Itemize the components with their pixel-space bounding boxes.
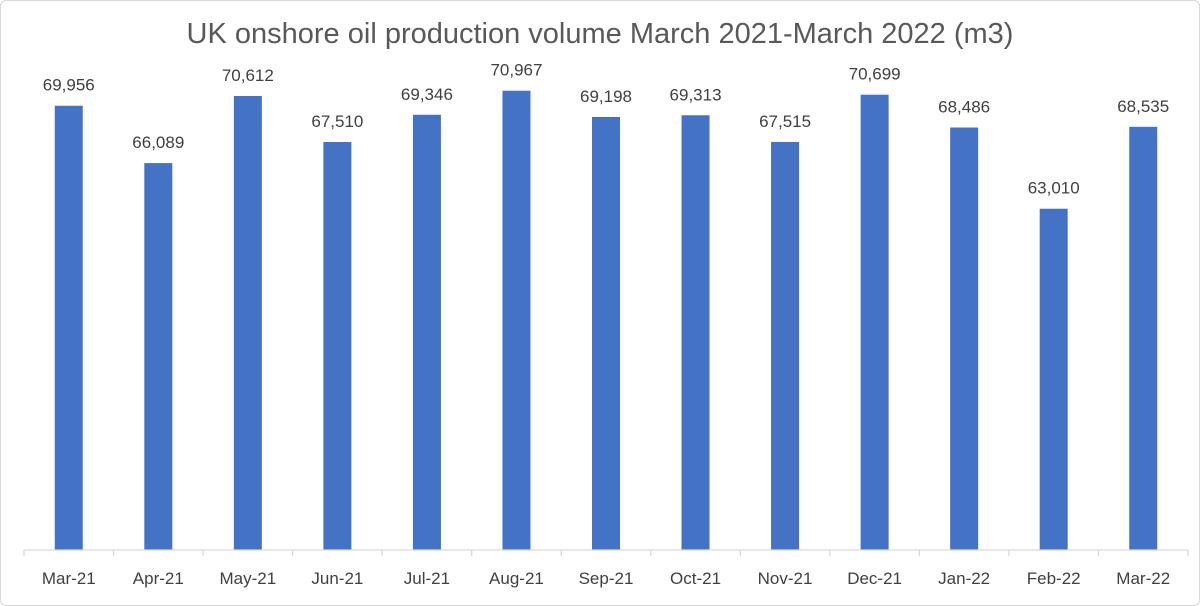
- data-label-dec-21: 70,699: [849, 65, 901, 84]
- data-label-feb-22: 63,010: [1028, 179, 1080, 198]
- x-tick-label-oct-21: Oct-21: [670, 569, 721, 588]
- data-label-oct-21: 69,313: [670, 85, 722, 104]
- bar-sep-21: [592, 116, 620, 551]
- bar-mar-22: [1129, 126, 1158, 550]
- x-tick-label-mar-21: Mar-21: [42, 569, 96, 588]
- data-label-jun-21: 67,510: [311, 112, 363, 131]
- bar-dec-21: [860, 94, 889, 551]
- x-axis: [23, 549, 1189, 556]
- x-tick-label-may-21: May-21: [220, 569, 277, 588]
- data-label-may-21: 70,612: [222, 66, 274, 85]
- x-tick-label-feb-22: Feb-22: [1027, 569, 1081, 588]
- data-label-sep-21: 69,198: [580, 87, 632, 106]
- data-label-mar-21: 69,956: [43, 76, 95, 95]
- bar-feb-22: [1039, 208, 1068, 550]
- bar-nov-21: [771, 141, 800, 550]
- bar-may-21: [233, 96, 262, 551]
- x-tick-label-dec-21: Dec-21: [847, 569, 902, 588]
- data-label-aug-21: 70,967: [490, 61, 542, 80]
- bars-group: [54, 90, 1158, 551]
- bar-mar-21: [54, 105, 83, 550]
- bar-aug-21: [502, 90, 531, 551]
- bar-jun-21: [323, 142, 352, 550]
- x-tick-label-jul-21: Jul-21: [404, 569, 450, 588]
- data-label-jul-21: 69,346: [401, 85, 453, 104]
- bar-jan-22: [950, 127, 979, 551]
- x-tick-label-sep-21: Sep-21: [579, 569, 634, 588]
- bar-apr-21: [144, 163, 173, 550]
- x-tick-label-jan-22: Jan-22: [938, 569, 990, 588]
- x-tick-label-jun-21: Jun-21: [311, 569, 363, 588]
- x-tick-labels-group: Mar-21 Apr-21 May-21 Jun-21 Jul-21 Aug-21 Sep-…: [42, 569, 1170, 588]
- data-label-mar-22: 68,535: [1117, 97, 1169, 116]
- x-tick-label-apr-21: Apr-21: [133, 569, 184, 588]
- x-tick-label-aug-21: Aug-21: [489, 569, 544, 588]
- x-tick-label-mar-22: Mar-22: [1116, 569, 1170, 588]
- data-labels-group: 69,956 66,089 70,612 67,510 69,346 70,967 69,1…: [43, 61, 1169, 198]
- data-label-jan-22: 68,486: [938, 98, 990, 117]
- bar-oct-21: [681, 115, 710, 551]
- x-tick-label-nov-21: Nov-21: [758, 569, 813, 588]
- chart-title: UK onshore oil production volume March 2…: [186, 18, 1014, 50]
- data-label-nov-21: 67,515: [759, 112, 811, 131]
- data-label-apr-21: 66,089: [132, 133, 184, 152]
- bar-jul-21: [412, 114, 441, 550]
